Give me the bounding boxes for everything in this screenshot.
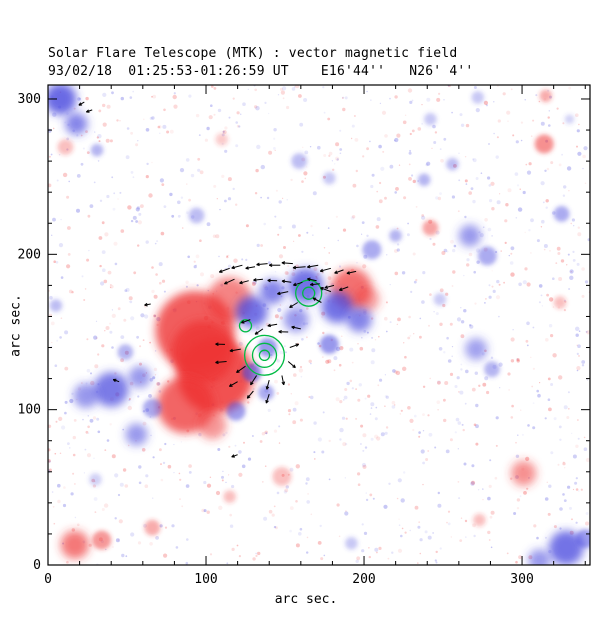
x-axis-label: arc sec. bbox=[274, 592, 338, 607]
svg-text:200: 200 bbox=[352, 572, 375, 587]
svg-text:200: 200 bbox=[18, 247, 41, 262]
y-axis-label: arc sec. bbox=[8, 294, 24, 357]
svg-text:100: 100 bbox=[194, 572, 217, 587]
plot-title: Solar Flare Telescope (MTK) : vector mag… bbox=[48, 46, 458, 61]
svg-text:300: 300 bbox=[510, 572, 533, 587]
noise-layer bbox=[48, 85, 590, 565]
plot-subtitle: 93/02/18 01:25:53-01:26:59 UT E16'44'' N… bbox=[48, 64, 474, 79]
axes-layer: 0 100 200 300 0 100 200 300 bbox=[18, 84, 591, 587]
blob-layer bbox=[48, 85, 590, 565]
arrow-layer bbox=[78, 101, 357, 458]
svg-text:0: 0 bbox=[44, 572, 52, 587]
svg-text:100: 100 bbox=[18, 403, 41, 418]
svg-text:300: 300 bbox=[18, 92, 41, 107]
svg-text:0: 0 bbox=[33, 558, 41, 573]
